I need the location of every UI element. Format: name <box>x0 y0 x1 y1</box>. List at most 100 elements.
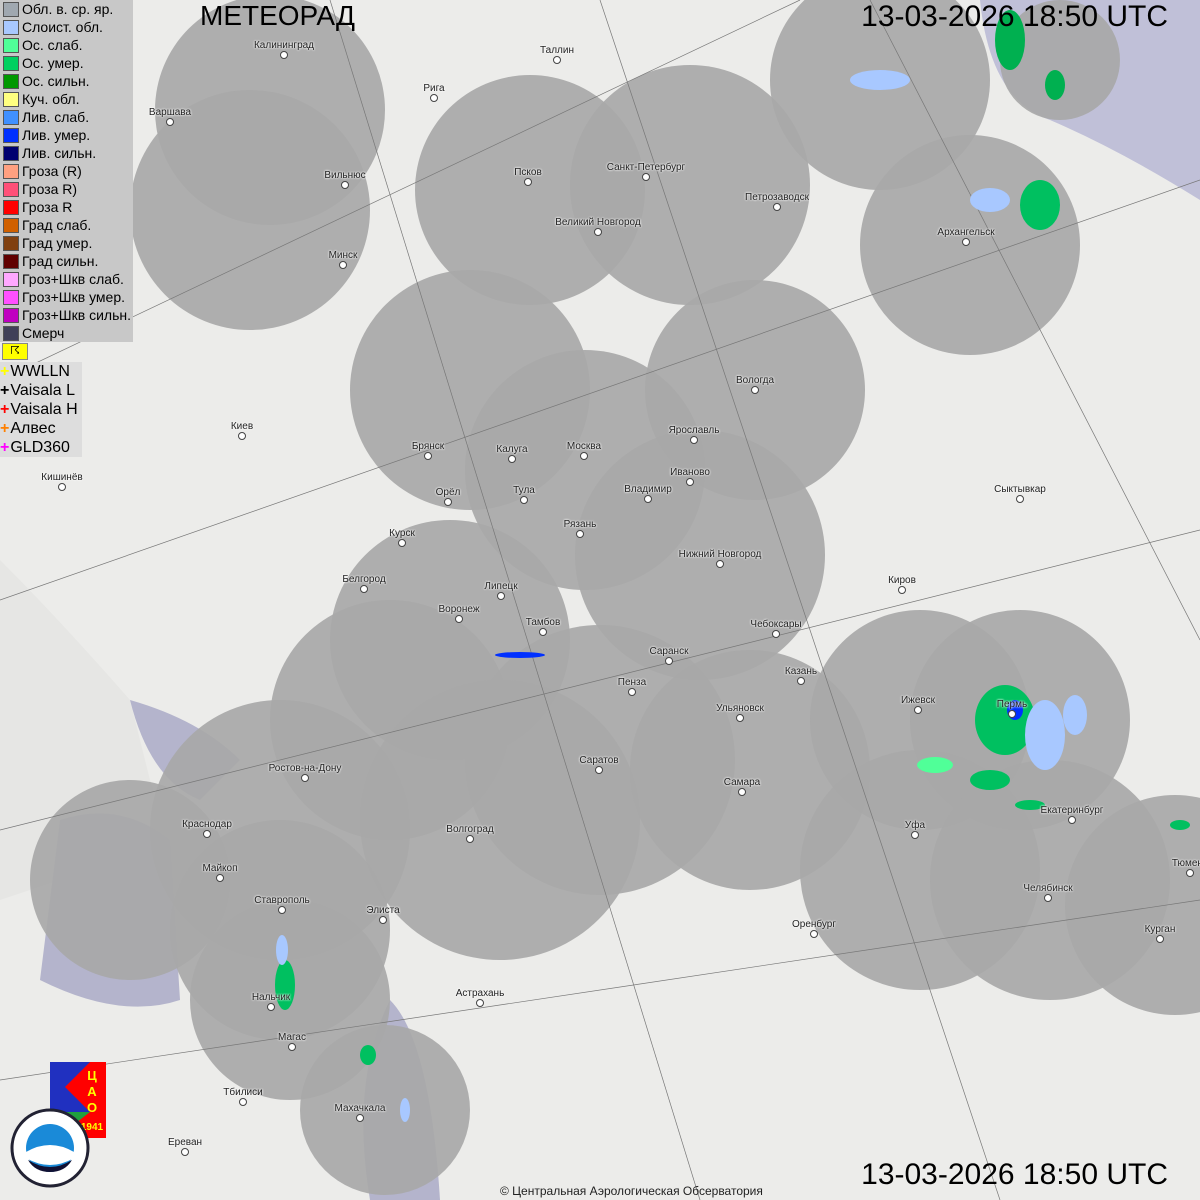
city-marker <box>166 118 174 126</box>
precip-echo <box>917 757 953 773</box>
cross-icon: + <box>0 400 10 418</box>
legend-item: Гроза R <box>0 198 133 216</box>
city-marker <box>444 498 452 506</box>
city-marker <box>772 630 780 638</box>
legend-item: Ос. слаб. <box>0 36 133 54</box>
city-marker <box>595 766 603 774</box>
city-marker <box>642 173 650 181</box>
city-label: Магас <box>278 1032 306 1043</box>
radar-circle <box>860 135 1080 355</box>
legend-swatch <box>3 181 19 197</box>
precip-echo <box>1025 700 1065 770</box>
city-marker <box>1156 935 1164 943</box>
lightning-label: WWLLN <box>10 362 70 380</box>
city-marker <box>398 539 406 547</box>
city-label: Брянск <box>411 441 445 452</box>
city-label: Москва <box>566 441 602 452</box>
lightning-source: + Vaisala L <box>0 381 82 400</box>
lightning-source: + WWLLN <box>0 362 82 381</box>
svg-text:О: О <box>87 1100 97 1115</box>
city-marker <box>1068 816 1076 824</box>
city-label: Самара <box>723 777 761 788</box>
city-label: Челябинск <box>1023 883 1073 894</box>
city-label: Махачкала <box>334 1103 386 1114</box>
legend-swatch <box>3 37 19 53</box>
legend-item: Град умер. <box>0 234 133 252</box>
city-label: Тюмень <box>1171 858 1200 869</box>
city-label: Ставрополь <box>254 895 310 906</box>
city-label: Астрахань <box>455 988 505 999</box>
legend-swatch <box>3 253 19 269</box>
city-marker <box>280 51 288 59</box>
city-label: Минск <box>328 250 358 261</box>
city-label: Ереван <box>167 1137 203 1148</box>
city-label: Киев <box>230 421 254 432</box>
city-marker <box>1044 894 1052 902</box>
legend-item: Лив. умер. <box>0 126 133 144</box>
city-marker <box>356 1114 364 1122</box>
city-label: Великий Новгород <box>555 217 641 228</box>
cross-icon: + <box>0 381 10 399</box>
city-marker <box>239 1098 247 1106</box>
radar-circle <box>1000 0 1120 120</box>
city-marker <box>360 585 368 593</box>
legend-label: Куч. обл. <box>22 91 80 107</box>
radar-circle <box>360 680 640 960</box>
legend-label: Лив. слаб. <box>22 109 90 125</box>
city-label: Липецк <box>484 581 518 592</box>
city-label: Белгород <box>342 574 386 585</box>
page-title: МЕТЕОРАД <box>200 0 355 31</box>
legend-swatch <box>3 127 19 143</box>
city-label: Краснодар <box>182 819 232 830</box>
legend-item: Град слаб. <box>0 216 133 234</box>
city-marker <box>1016 495 1024 503</box>
precip-echo <box>970 770 1010 790</box>
city-marker <box>738 788 746 796</box>
legend-swatch <box>3 289 19 305</box>
city-marker <box>1186 869 1194 877</box>
timestamp-top: 13-03-2026 18:50 UTC <box>861 0 1168 33</box>
city-label: Петрозаводск <box>745 192 809 203</box>
timestamp-bottom: 13-03-2026 18:50 UTC <box>861 1158 1168 1191</box>
city-marker <box>690 436 698 444</box>
legend-label: Град сильн. <box>22 253 99 269</box>
city-label: Владимир <box>624 484 672 495</box>
city-label: Курган <box>1144 924 1176 935</box>
city-marker <box>288 1043 296 1051</box>
legend-swatch <box>3 271 19 287</box>
svg-text:1941: 1941 <box>81 1122 104 1133</box>
city-marker <box>580 452 588 460</box>
city-label: Майкоп <box>202 863 238 874</box>
precip-echo <box>850 70 910 90</box>
city-marker <box>216 874 224 882</box>
legend-item: Гроз+Шкв умер. <box>0 288 133 306</box>
city-label: Тбилиси <box>223 1087 263 1098</box>
legend-swatch <box>3 55 19 71</box>
cross-icon: + <box>0 419 10 437</box>
city-label: Курск <box>389 528 415 539</box>
lightning-toggle-icon[interactable]: ☈ <box>2 343 28 360</box>
city-label: Нальчик <box>251 992 291 1003</box>
legend-label: Обл. в. ср. яр. <box>22 1 114 17</box>
city-marker <box>466 835 474 843</box>
legend-label: Лив. сильн. <box>22 145 97 161</box>
city-marker <box>644 495 652 503</box>
lightning-label: Vaisala L <box>10 381 75 399</box>
city-marker <box>553 56 561 64</box>
city-marker <box>181 1148 189 1156</box>
city-label: Санкт-Петербург <box>606 162 686 173</box>
radar-circle <box>570 65 810 305</box>
legend-item: Град сильн. <box>0 252 133 270</box>
city-label: Рига <box>423 83 445 94</box>
legend-label: Гроз+Шкв умер. <box>22 289 126 305</box>
city-label: Ярославль <box>668 425 720 436</box>
city-label: Таллин <box>540 45 574 56</box>
lightning-legend: + WWLLN + Vaisala L + Vaisala H + Алвес + GLD360 <box>0 362 82 457</box>
precip-echo <box>1015 800 1045 810</box>
svg-text:А: А <box>87 1084 97 1099</box>
city-label: Оренбург <box>791 919 837 930</box>
legend-item: Гроз+Шкв слаб. <box>0 270 133 288</box>
lightning-source: + GLD360 <box>0 438 82 457</box>
legend-item: Ос. умер. <box>0 54 133 72</box>
